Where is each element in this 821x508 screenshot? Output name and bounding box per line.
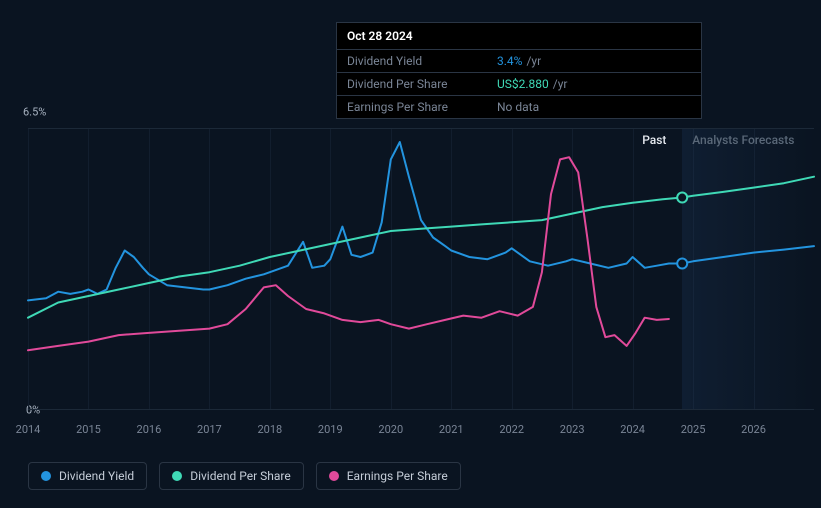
x-tick: 2021: [439, 423, 464, 436]
tooltip-metric-value: 3.4%: [497, 54, 522, 68]
tooltip-metric-label: Dividend Per Share: [347, 77, 497, 91]
legend-label: Earnings Per Share: [347, 469, 448, 483]
legend-swatch: [329, 471, 339, 481]
tooltip-metric-value: No data: [497, 100, 539, 114]
series-marker: [677, 258, 687, 268]
tooltip-row: Dividend Yield3.4% /yr: [337, 50, 701, 73]
tooltip-row: Dividend Per ShareUS$2.880/yr: [337, 73, 701, 96]
plot-area[interactable]: Past Analysts Forecasts: [28, 128, 814, 410]
tooltip-metric-value: US$2.880: [497, 77, 549, 91]
x-tick: 2017: [197, 423, 222, 436]
series-marker: [677, 193, 687, 203]
tooltip-metric-label: Dividend Yield: [347, 54, 497, 68]
x-tick: 2019: [318, 423, 343, 436]
x-tick: 2026: [741, 423, 766, 436]
x-tick: 2018: [257, 423, 282, 436]
legend-label: Dividend Per Share: [190, 469, 291, 483]
legend-item[interactable]: Dividend Yield: [28, 462, 147, 490]
dividend-chart: 6.5% 0% Past Analysts Forecasts 20142015…: [28, 108, 814, 448]
x-tick: 2024: [620, 423, 645, 436]
series-line: [28, 142, 814, 300]
chart-lines: [28, 129, 814, 411]
x-tick: 2025: [681, 423, 706, 436]
series-line: [28, 177, 814, 318]
chart-legend: Dividend Yield Dividend Per Share Earnings…: [28, 462, 461, 490]
legend-swatch: [172, 471, 182, 481]
legend-item[interactable]: Dividend Per Share: [159, 462, 304, 490]
x-tick: 2015: [76, 423, 101, 436]
x-tick: 2014: [16, 423, 41, 436]
legend-swatch: [41, 471, 51, 481]
x-tick: 2023: [560, 423, 585, 436]
y-axis-max: 6.5%: [23, 106, 46, 119]
x-tick: 2016: [137, 423, 162, 436]
x-tick: 2020: [378, 423, 403, 436]
tooltip-date: Oct 28 2024: [337, 23, 701, 50]
tooltip-metric-label: Earnings Per Share: [347, 100, 497, 114]
tooltip-row: Earnings Per ShareNo data: [337, 96, 701, 118]
x-tick: 2022: [499, 423, 524, 436]
tooltip-metric-unit: /yr: [553, 77, 568, 91]
tooltip-metric-unit: /yr: [526, 54, 541, 68]
chart-tooltip: Oct 28 2024 Dividend Yield3.4%/yrDividen…: [336, 22, 702, 119]
legend-label: Dividend Yield: [59, 469, 134, 483]
legend-item[interactable]: Earnings Per Share: [316, 462, 461, 490]
x-axis: 2014201520162017201820192020202120222023…: [28, 420, 814, 440]
